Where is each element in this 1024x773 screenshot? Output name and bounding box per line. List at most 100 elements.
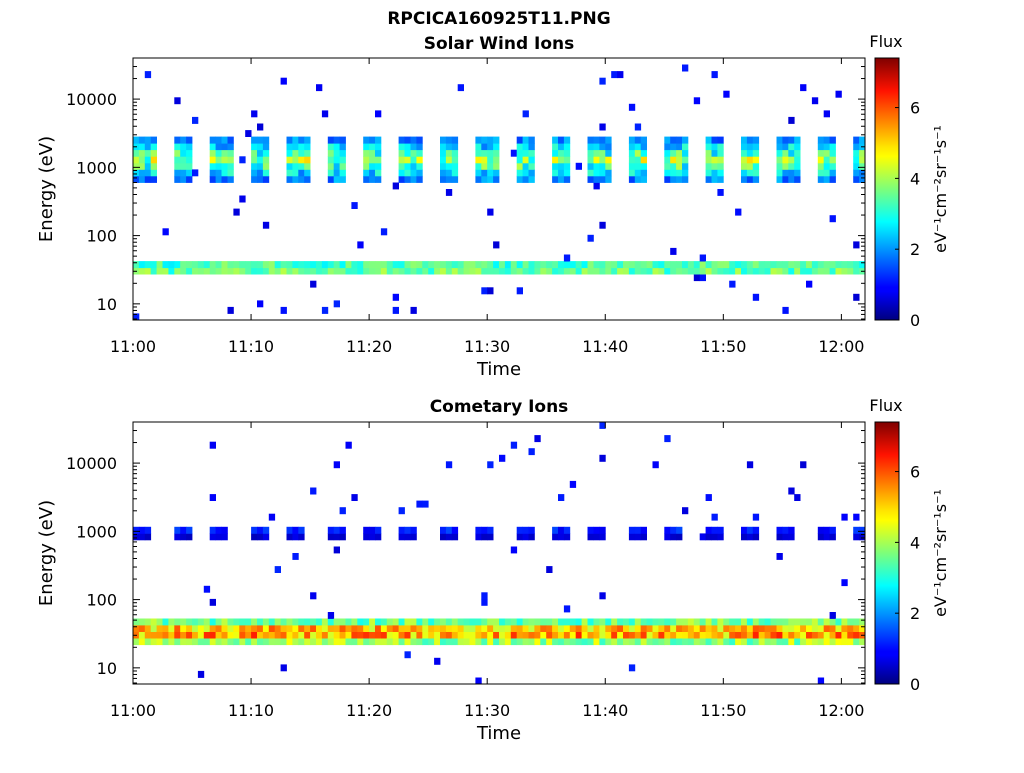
heatmap-cell bbox=[369, 638, 376, 646]
heatmap-cell bbox=[298, 143, 305, 151]
heatmap-cell bbox=[794, 143, 801, 151]
heatmap-cell bbox=[693, 274, 701, 282]
heatmap-cell bbox=[440, 149, 447, 157]
heatmap-cell bbox=[451, 162, 459, 170]
heatmap-cell bbox=[705, 162, 712, 170]
heatmap-cell bbox=[646, 618, 653, 626]
heatmap-cell bbox=[144, 261, 152, 269]
heatmap-cell bbox=[339, 638, 346, 646]
heatmap-cell bbox=[487, 618, 494, 626]
colorbar-tick-label: 6 bbox=[910, 99, 920, 118]
heatmap-cell bbox=[292, 143, 299, 151]
heatmap-cell bbox=[274, 631, 281, 639]
heatmap-cell bbox=[416, 149, 423, 157]
heatmap-cell bbox=[558, 631, 565, 639]
heatmap-cell bbox=[186, 261, 193, 269]
heatmap-cell bbox=[859, 162, 866, 170]
heatmap-cell bbox=[717, 156, 724, 164]
heatmap-cell bbox=[192, 169, 199, 177]
heatmap-cell bbox=[711, 261, 718, 269]
heatmap-cell bbox=[333, 461, 340, 469]
heatmap-cell bbox=[705, 625, 712, 632]
heatmap-cell bbox=[664, 435, 671, 443]
heatmap-cell bbox=[280, 631, 287, 639]
heatmap-cell bbox=[628, 143, 636, 151]
heatmap-cell bbox=[286, 267, 293, 275]
heatmap-cell bbox=[257, 156, 264, 164]
heatmap-cell bbox=[133, 162, 140, 170]
heatmap-cell bbox=[552, 149, 559, 157]
heatmap-cell bbox=[717, 162, 724, 170]
heatmap-cell bbox=[463, 261, 470, 269]
heatmap-cell bbox=[552, 631, 559, 639]
heatmap-cell bbox=[168, 618, 175, 626]
heatmap-cell bbox=[682, 169, 689, 177]
heatmap-cell bbox=[823, 261, 830, 269]
heatmap-cell bbox=[682, 507, 689, 515]
heatmap-cell bbox=[640, 156, 647, 164]
heatmap-cell bbox=[321, 110, 329, 118]
heatmap-cell bbox=[853, 162, 860, 170]
heatmap-cell bbox=[788, 162, 795, 170]
heatmap-cell bbox=[829, 156, 836, 164]
heatmap-cell bbox=[197, 261, 205, 269]
heatmap-cell bbox=[221, 267, 228, 275]
heatmap-cell bbox=[475, 149, 482, 157]
heatmap-cell bbox=[416, 618, 423, 626]
heatmap-cell bbox=[274, 625, 281, 632]
heatmap-cell bbox=[416, 175, 423, 183]
heatmap-cell bbox=[752, 136, 760, 144]
heatmap-cell bbox=[487, 638, 494, 646]
heatmap-cell bbox=[611, 638, 618, 646]
heatmap-cell bbox=[180, 136, 187, 144]
heatmap-cell bbox=[251, 261, 258, 269]
heatmap-cell bbox=[440, 136, 447, 144]
heatmap-cell bbox=[481, 592, 488, 600]
heatmap-cell bbox=[593, 182, 600, 190]
heatmap-cell bbox=[628, 533, 636, 541]
heatmap-cell bbox=[133, 261, 140, 269]
heatmap-cell bbox=[215, 149, 222, 157]
heatmap-cell bbox=[723, 638, 730, 646]
heatmap-cell bbox=[150, 638, 157, 646]
heatmap-cell bbox=[487, 287, 494, 295]
heatmap-cell bbox=[782, 631, 789, 639]
x-tick-label: 11:10 bbox=[228, 337, 274, 356]
heatmap-cell bbox=[463, 631, 470, 639]
heatmap-cell bbox=[262, 267, 270, 275]
heatmap-cell bbox=[705, 149, 712, 157]
heatmap-cell bbox=[859, 526, 866, 534]
heatmap-cell bbox=[180, 162, 187, 170]
heatmap-cell bbox=[298, 136, 305, 144]
heatmap-cell bbox=[445, 162, 453, 170]
heatmap-cell bbox=[670, 175, 677, 183]
heatmap-cell bbox=[410, 526, 417, 534]
heatmap-cell bbox=[593, 618, 600, 626]
heatmap-cell bbox=[711, 631, 718, 639]
heatmap-cell bbox=[416, 162, 423, 170]
heatmap-cell bbox=[664, 526, 671, 534]
heatmap-cell bbox=[286, 162, 293, 170]
heatmap-cell bbox=[239, 267, 246, 275]
heatmap-cell bbox=[398, 156, 405, 164]
heatmap-cell bbox=[144, 267, 152, 275]
heatmap-cell bbox=[221, 175, 228, 183]
heatmap-cell bbox=[817, 143, 825, 151]
heatmap-cell bbox=[558, 494, 565, 501]
heatmap-cell bbox=[321, 267, 329, 275]
heatmap-cell bbox=[711, 618, 718, 626]
heatmap-cell bbox=[150, 631, 157, 639]
heatmap-cell bbox=[316, 638, 323, 646]
x-axis-label: Time bbox=[476, 359, 521, 380]
heatmap-cell bbox=[280, 267, 287, 275]
heatmap-cell bbox=[705, 261, 712, 269]
heatmap-cell bbox=[144, 625, 152, 632]
heatmap-cell bbox=[670, 143, 677, 151]
heatmap-cell bbox=[510, 618, 518, 626]
heatmap-cell bbox=[741, 267, 748, 275]
heatmap-cell bbox=[764, 625, 771, 632]
heatmap-cell bbox=[823, 631, 830, 639]
heatmap-cell bbox=[634, 267, 642, 275]
heatmap-cell bbox=[640, 175, 647, 183]
